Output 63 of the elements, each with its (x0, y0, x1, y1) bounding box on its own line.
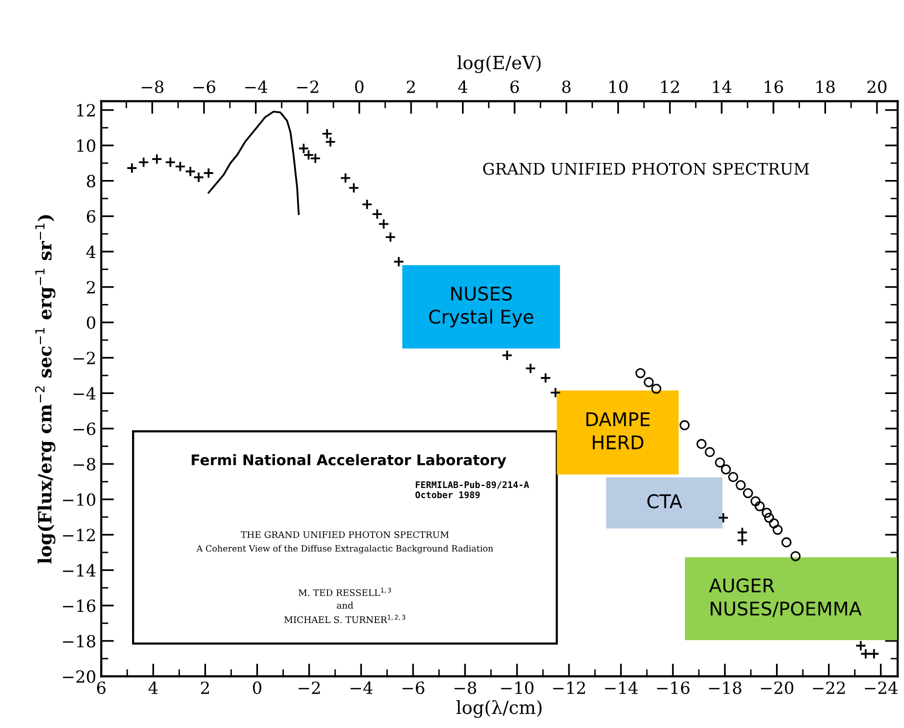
y-tick-label: 8 (86, 174, 96, 188)
y-tick-label: 12 (77, 104, 95, 116)
x2-tick-label: 6 (510, 80, 519, 94)
annotation: Fermi National Accelerator Laboratory (192, 454, 506, 468)
x2-tick-label: 8 (562, 80, 571, 94)
y-tick-label: −6 (74, 422, 96, 436)
annotation: and (336, 602, 354, 609)
y-tick-label: −16 (62, 599, 96, 612)
y-tick-label: −4 (74, 387, 96, 400)
x-tick-label: −12 (553, 681, 585, 694)
y-tick-label: −20 (62, 670, 96, 683)
y-tick-label: −10 (62, 493, 96, 506)
y-tick-label: −8 (74, 458, 96, 471)
x2-tick-label: −2 (297, 80, 318, 93)
y-tick-label: 6 (86, 210, 96, 223)
text: log(Flux/erg cm$^{−2}$ sec$^{−1}$ erg$^{−1}$ sr$^{−1}$) (35, 215, 56, 564)
x-axis-title: log(λ/cm) (456, 700, 542, 718)
x2-tick-label: 16 (764, 80, 783, 94)
x-tick-label: −10 (501, 681, 534, 694)
annotation: THE GRAND UNIFIED PHOTON SPECTRUM (240, 531, 449, 538)
x2-tick-label: 4 (458, 80, 468, 93)
x-tick-label: 6 (97, 681, 106, 694)
x2-tick-label: 10 (610, 80, 628, 94)
x2-tick-label: 14 (713, 80, 732, 93)
y-tick-label: 4 (86, 246, 96, 258)
x-tick-label: −16 (657, 681, 690, 694)
x-tick-label: −24 (864, 681, 898, 694)
y-tick-label: 2 (86, 280, 95, 294)
x2-tick-label: −4 (245, 80, 268, 93)
x2-tick-label: 2 (406, 80, 415, 93)
annotation: NUSES Crystal Eye (429, 286, 534, 328)
x2-tick-label: 20 (867, 80, 886, 94)
x-tick-label: −18 (709, 681, 742, 694)
y-tick-label: −18 (62, 634, 96, 648)
x-tick-label: −6 (402, 681, 424, 694)
x2-tick-label: 12 (661, 80, 679, 93)
x-tick-label: 0 (252, 681, 262, 694)
x2-tick-label: −8 (142, 80, 164, 94)
x2-tick-label: −6 (193, 80, 216, 94)
y-tick-label: −14 (62, 564, 96, 576)
text: GRAND UNIFIED PHOTON SPECTRUM (483, 162, 809, 175)
annotation: CTA (647, 494, 682, 508)
x-tick-label: −2 (298, 681, 320, 694)
annotation: M. TED RESSELL$^{1,3}$ (298, 588, 391, 596)
x-tick-label: −20 (761, 681, 794, 694)
x2-tick-label: 0 (355, 80, 364, 94)
annotation: AUGER NUSES/POEMMA (709, 578, 862, 618)
x2-tick-label: 18 (816, 80, 835, 94)
x-tick-label: 4 (148, 681, 158, 694)
annotation: DAMPE HERD (586, 412, 650, 450)
x2-axis-title: log(E/eV) (457, 55, 541, 74)
x-tick-label: −8 (454, 681, 476, 694)
x-tick-label: 2 (201, 681, 209, 694)
x-tick-label: −22 (812, 681, 845, 694)
y-tick-label: 10 (77, 139, 96, 152)
annotation: FERMILAB-Pub-89/214-A October 1989 (415, 481, 530, 498)
x-tick-label: −14 (605, 681, 638, 694)
y-tick-label: −2 (74, 352, 95, 364)
annotation: A Coherent View of the Diffuse Extragalactic Background Radiation (196, 544, 494, 554)
y-tick-label: 0 (86, 316, 96, 329)
annotation: MICHAEL S. TURNER$^{1,2,3}$ (284, 614, 406, 624)
y-tick-label: −12 (62, 528, 95, 542)
x-tick-label: −4 (350, 681, 373, 694)
